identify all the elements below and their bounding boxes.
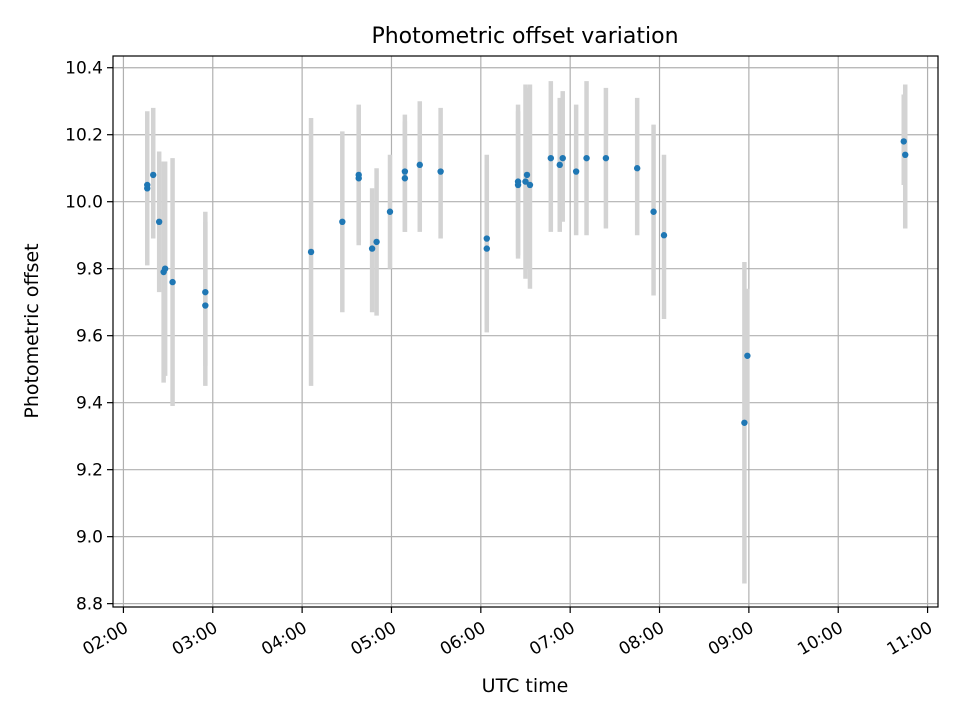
data-point xyxy=(155,218,163,226)
data-point xyxy=(523,171,531,179)
data-point xyxy=(483,245,490,252)
data-point xyxy=(559,154,566,162)
data-point xyxy=(650,208,657,215)
data-point xyxy=(526,181,534,189)
data-point xyxy=(355,171,362,179)
point-layer xyxy=(144,138,909,426)
data-point xyxy=(522,178,529,185)
data-point xyxy=(386,208,394,215)
data-point xyxy=(373,238,380,246)
data-point xyxy=(514,181,522,189)
plot-frame xyxy=(112,55,939,608)
data-point xyxy=(602,154,610,162)
y-tick-label: 8.8 xyxy=(76,595,103,615)
data-point xyxy=(556,161,563,169)
data-point xyxy=(150,171,157,179)
x-axis-label: UTC time xyxy=(482,675,569,697)
y-tick-label: 9.4 xyxy=(76,394,103,414)
data-point xyxy=(583,154,590,162)
data-point xyxy=(339,218,346,226)
data-point xyxy=(144,181,151,189)
data-point xyxy=(660,232,668,239)
y-tick-label: 9.0 xyxy=(76,528,103,548)
chart-title: Photometric offset variation xyxy=(371,24,678,49)
y-tick-label: 9.2 xyxy=(76,461,103,481)
data-point xyxy=(900,138,907,145)
y-tick-label: 10.4 xyxy=(65,59,103,79)
data-point xyxy=(902,151,909,159)
y-tick-label: 9.8 xyxy=(76,260,103,280)
data-point xyxy=(416,161,423,169)
y-tick-label: 10.0 xyxy=(65,193,103,213)
y-axis: 8.8 9.0 9.2 9.4 9.6 9.8 10.0 10.2 10.4 xyxy=(65,59,113,615)
data-point xyxy=(741,419,748,426)
data-point xyxy=(401,168,409,175)
data-point xyxy=(368,245,376,252)
data-point xyxy=(161,265,169,272)
y-tick-label: 10.2 xyxy=(65,126,103,146)
data-point xyxy=(202,288,209,296)
data-point xyxy=(547,154,555,162)
data-point xyxy=(744,352,751,359)
data-point xyxy=(572,168,580,175)
y-axis-label: Photometric offset xyxy=(21,243,43,418)
data-point xyxy=(633,165,641,172)
data-point xyxy=(307,248,315,256)
data-point xyxy=(401,175,409,182)
y-tick-label: 9.6 xyxy=(76,327,103,347)
data-point xyxy=(437,168,444,175)
data-point xyxy=(169,278,176,286)
data-point xyxy=(483,235,490,242)
data-point xyxy=(202,302,209,309)
